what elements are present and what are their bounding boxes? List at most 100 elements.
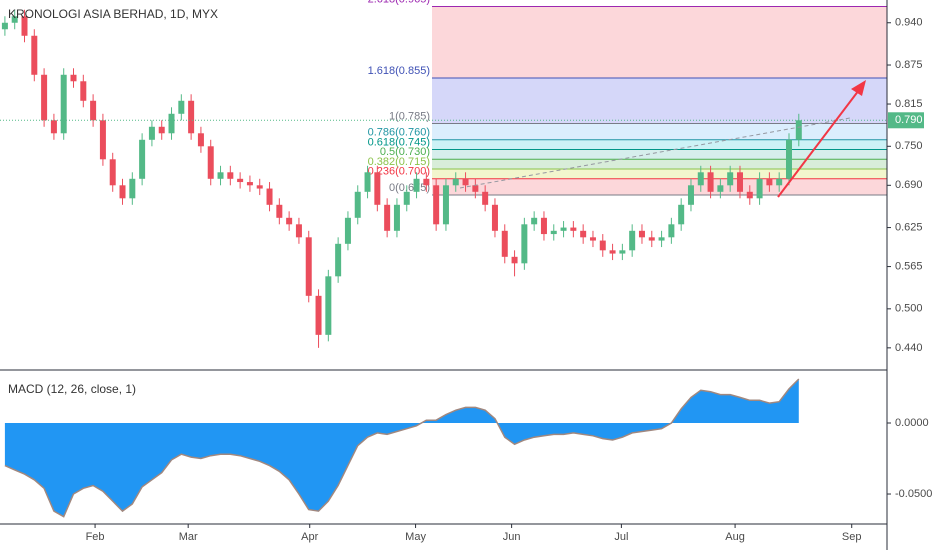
fib-label: 0.786(0.760) — [368, 127, 430, 139]
fib-zone — [432, 169, 887, 179]
fib-label: 2.618(0.965) — [368, 0, 430, 5]
fib-label: 0.618(0.745) — [368, 136, 430, 148]
candle-body — [599, 240, 606, 251]
candle-body — [109, 159, 116, 186]
macd-panel — [4, 378, 800, 518]
candle-body — [423, 178, 430, 186]
candle-body — [766, 178, 773, 186]
candle-body — [315, 295, 322, 335]
candle-body — [119, 185, 126, 199]
candle-body — [99, 120, 106, 160]
candle-body — [384, 204, 391, 231]
candle-body — [648, 237, 655, 241]
fib-zone — [432, 139, 887, 150]
fib-zone — [432, 159, 887, 170]
candle-body — [266, 188, 273, 205]
candle-body — [540, 217, 547, 235]
candle-body — [727, 172, 734, 186]
y-tick-label: 0.0000 — [895, 417, 929, 429]
candle-body — [452, 178, 459, 186]
candle-body — [129, 178, 136, 199]
macd-line — [4, 378, 800, 518]
candle-body — [335, 243, 342, 277]
y-tick-label: -0.0500 — [895, 488, 932, 500]
fib-label: 1(0.785) — [389, 110, 430, 122]
candle-body — [139, 139, 146, 179]
last-price-label: 0.790 — [895, 114, 923, 126]
candle-body — [50, 120, 57, 134]
candle-body — [354, 191, 361, 218]
candle-body — [168, 113, 175, 134]
candle-body — [501, 230, 508, 257]
x-tick-label: Feb — [86, 531, 105, 543]
candle-body — [776, 178, 783, 186]
fib-label: 1.618(0.855) — [368, 65, 430, 77]
arrow-shaft — [777, 85, 863, 198]
fib-label: 0.236(0.700) — [368, 166, 430, 178]
candle-body — [325, 276, 332, 335]
candle-body — [178, 100, 185, 114]
candle-body — [511, 256, 518, 264]
y-tick-label: 0.815 — [895, 98, 923, 110]
candle-body — [580, 230, 587, 238]
candle-body — [41, 74, 48, 121]
chart-title: KRONOLOGI ASIA BERHAD, 1D, MYX — [8, 7, 218, 21]
candle-body — [550, 230, 557, 235]
candle-body — [305, 237, 312, 296]
candle-body — [374, 172, 381, 205]
candle-body — [707, 172, 714, 192]
candle-body — [413, 178, 420, 192]
candle-body — [11, 16, 18, 23]
candle-body — [531, 217, 538, 225]
candle-body — [697, 172, 704, 186]
candle-body — [746, 191, 753, 199]
candle-body — [491, 204, 498, 231]
fib-zone — [432, 123, 887, 140]
candle-body — [795, 120, 802, 140]
candle-body — [658, 237, 665, 241]
candle-body — [227, 172, 234, 179]
candle-body — [560, 227, 567, 231]
fib-zone — [432, 78, 887, 124]
candle-body — [70, 74, 77, 82]
candle-body — [364, 172, 371, 192]
x-tick-label: Apr — [301, 531, 318, 543]
y-tick-label: 0.875 — [895, 59, 923, 71]
candle-body — [462, 178, 469, 186]
candle-body — [256, 185, 263, 189]
candle-body — [442, 185, 449, 225]
candle-body — [148, 126, 155, 140]
candle-body — [276, 204, 283, 218]
candle-body — [678, 204, 685, 225]
y-tick-label: 0.750 — [895, 140, 923, 152]
candle-body — [668, 224, 675, 238]
fib-label: 0.5(0.730) — [380, 146, 430, 158]
candle-body — [638, 230, 645, 238]
price-panel — [0, 9, 887, 348]
candle-body — [1, 22, 8, 30]
candle-body — [286, 217, 293, 225]
candle-body — [472, 185, 479, 192]
x-tick-label: May — [405, 531, 426, 543]
fib-zone — [432, 178, 887, 196]
x-tick-label: Jul — [614, 531, 628, 543]
candle-body — [629, 230, 636, 251]
candle-body — [60, 74, 67, 134]
macd-area — [4, 379, 799, 517]
y-tick-label: 0.500 — [895, 303, 923, 315]
candle-body — [785, 139, 792, 179]
candle-body — [717, 185, 724, 192]
candle-body — [21, 16, 28, 36]
y-tick-label: 0.565 — [895, 260, 923, 272]
candle-body — [80, 81, 87, 101]
y-tick-label: 0.440 — [895, 342, 923, 354]
fib-label: 0.382(0.715) — [368, 156, 430, 168]
candle-body — [344, 217, 351, 244]
y-tick-label: 0.625 — [895, 221, 923, 233]
candle-body — [403, 191, 410, 205]
arrow-head — [851, 80, 866, 96]
x-tick-label: Jun — [503, 531, 521, 543]
candle-body — [393, 204, 400, 231]
candle-body — [237, 178, 244, 183]
